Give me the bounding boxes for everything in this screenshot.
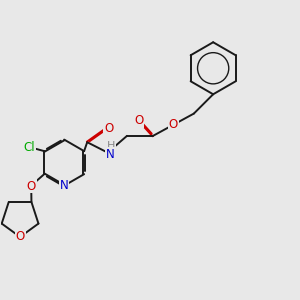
Text: N: N <box>106 148 115 161</box>
Text: O: O <box>134 114 143 127</box>
Text: H: H <box>107 141 116 151</box>
Text: O: O <box>16 230 25 243</box>
Text: Cl: Cl <box>24 141 35 154</box>
Text: O: O <box>104 122 113 135</box>
Text: O: O <box>27 179 36 193</box>
Text: O: O <box>169 118 178 131</box>
Text: N: N <box>60 179 69 192</box>
